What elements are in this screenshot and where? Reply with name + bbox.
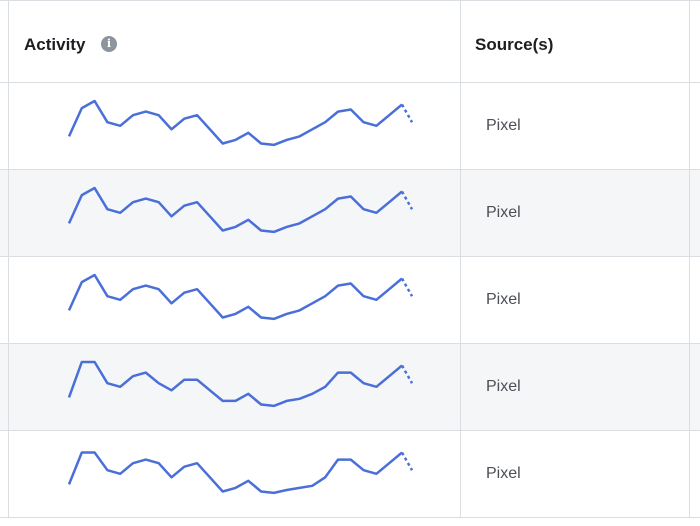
extra-cell	[689, 170, 700, 256]
source-cell: Pixel	[460, 344, 689, 430]
source-text: Pixel	[486, 465, 521, 482]
activity-partial-segment	[400, 103, 414, 123]
source-text: Pixel	[486, 117, 521, 134]
activity-line	[67, 360, 403, 408]
source-cell: Pixel	[460, 257, 689, 343]
activity-column-header[interactable]: Activity i	[8, 1, 460, 82]
activity-header-label: Activity	[24, 35, 86, 54]
table-row[interactable]: Pixel	[0, 431, 700, 518]
source-cell: Pixel	[460, 83, 689, 169]
activity-line	[67, 99, 403, 147]
table-row[interactable]: Pixel	[0, 257, 700, 344]
activity-cell	[8, 344, 460, 430]
activity-partial-segment	[400, 190, 414, 210]
activity-cell	[8, 83, 460, 169]
activity-sparkline	[67, 273, 414, 321]
table-header-row: Activity i Source(s)	[0, 0, 700, 83]
activity-line	[67, 273, 403, 321]
extra-cell	[689, 83, 700, 169]
activity-line	[67, 451, 403, 495]
source-cell: Pixel	[460, 431, 689, 517]
source-header-label: Source(s)	[475, 35, 554, 54]
activity-line	[67, 186, 403, 234]
table-row[interactable]: Pixel	[0, 83, 700, 170]
info-icon[interactable]: i	[101, 36, 117, 52]
activity-partial-segment	[400, 364, 414, 384]
extra-cell	[689, 257, 700, 343]
source-text: Pixel	[486, 291, 521, 308]
source-column-header[interactable]: Source(s)	[460, 1, 689, 82]
activity-cell	[8, 431, 460, 517]
activity-sparkline	[67, 99, 414, 147]
activity-cell	[8, 170, 460, 256]
activity-cell	[8, 257, 460, 343]
activity-partial-segment	[400, 277, 414, 297]
extra-cell	[689, 344, 700, 430]
source-cell: Pixel	[460, 170, 689, 256]
extra-cell	[689, 431, 700, 517]
extra-column-header	[689, 1, 700, 82]
table-row[interactable]: Pixel	[0, 344, 700, 431]
activity-sparkline	[67, 186, 414, 234]
activity-partial-segment	[400, 451, 414, 471]
activity-sparkline	[67, 451, 414, 495]
table-row[interactable]: Pixel	[0, 170, 700, 257]
source-text: Pixel	[486, 378, 521, 395]
activity-sparkline	[67, 360, 414, 408]
source-text: Pixel	[486, 204, 521, 221]
